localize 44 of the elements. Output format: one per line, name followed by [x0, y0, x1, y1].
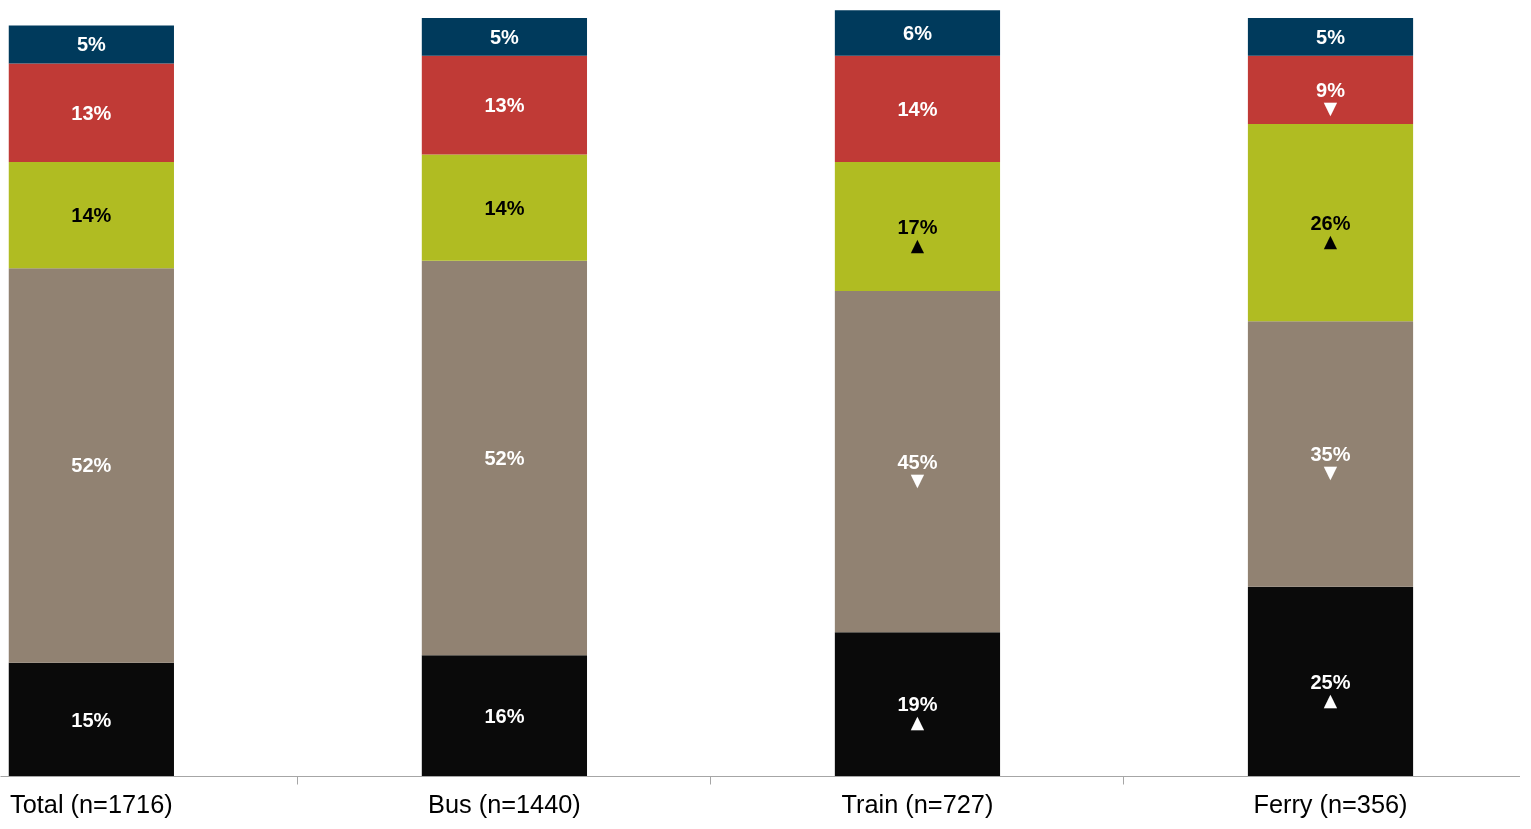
- data-label: 6%: [903, 22, 933, 45]
- data-label: 25% ▲: [1310, 670, 1351, 710]
- bar: [8, 662, 174, 777]
- bar: [834, 291, 1001, 633]
- bar: [1247, 586, 1414, 777]
- bar: [8, 268, 174, 663]
- data-label: 5%: [76, 33, 107, 56]
- data-label: 17% ▲: [897, 215, 938, 255]
- data-label: 13%: [71, 101, 112, 124]
- bar: [834, 10, 1001, 56]
- x-tick-label: Ferry (n=356): [1253, 789, 1408, 818]
- bar: [8, 25, 174, 64]
- bar: [1247, 321, 1414, 587]
- bar: [421, 17, 588, 56]
- bar: [421, 154, 588, 261]
- data-label: 52%: [484, 446, 525, 469]
- data-label: 13%: [484, 94, 525, 117]
- data-label: 26% ▲: [1310, 211, 1351, 251]
- x-tick-label: Bus (n=1440): [428, 789, 581, 818]
- data-label: 5%: [489, 25, 520, 48]
- data-label: 45% ▼: [897, 450, 938, 490]
- x-tick-label: Train (n=727): [841, 789, 994, 818]
- data-label: 35% ▼: [1310, 443, 1351, 483]
- bar: [421, 655, 588, 777]
- bar: [834, 55, 1001, 163]
- x-tick-label: Total (n=1716): [10, 789, 173, 818]
- bar: [421, 260, 588, 656]
- bar: [834, 162, 1001, 292]
- bar: [1247, 17, 1414, 56]
- bar: [421, 55, 588, 155]
- bar: [8, 63, 174, 163]
- data-label: 9% ▼: [1316, 78, 1346, 118]
- data-label: 15%: [71, 708, 112, 731]
- data-label: 14%: [71, 204, 112, 227]
- data-label: 16%: [484, 704, 525, 727]
- data-label: 52%: [71, 454, 112, 477]
- bar: [1247, 124, 1414, 322]
- data-label: 5%: [1316, 25, 1346, 48]
- data-label: 14%: [897, 97, 938, 120]
- data-label: 14%: [484, 196, 525, 219]
- bar: [8, 162, 174, 269]
- bar: [834, 632, 1001, 777]
- data-label: 19% ▲: [897, 693, 938, 733]
- bar: [1247, 55, 1414, 125]
